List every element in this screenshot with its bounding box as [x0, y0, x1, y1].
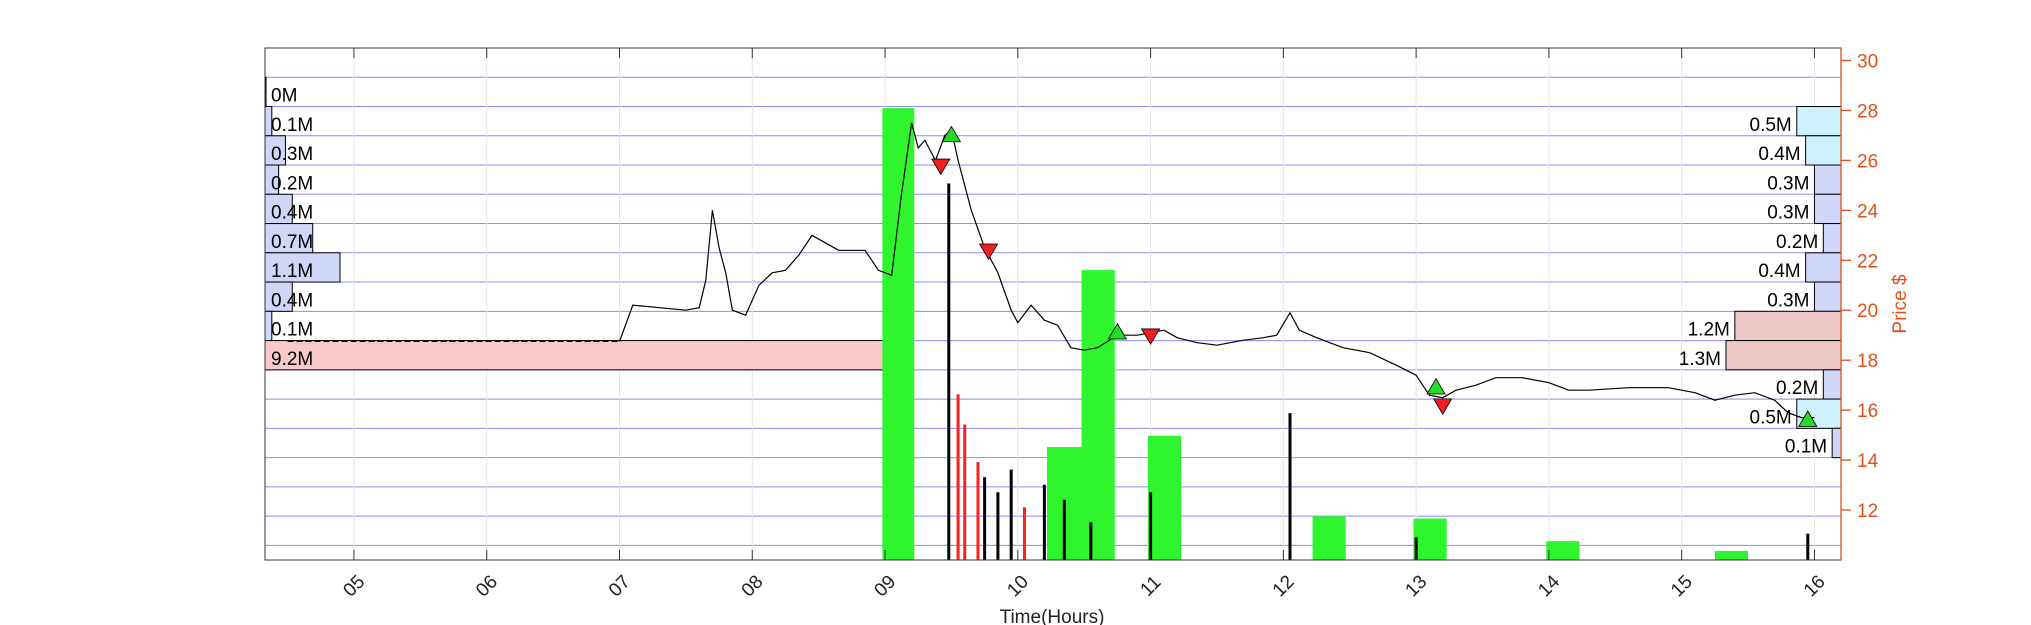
left-profile-label: 0.1M: [271, 115, 313, 136]
right-profile-label: 0.3M: [1767, 290, 1809, 311]
y-tick-label: 26: [1857, 151, 1878, 172]
volume-spike: [976, 462, 980, 560]
price-line-layer: [287, 122, 1815, 419]
buy-marker: [1798, 410, 1818, 427]
x-tick-label: 15: [1667, 571, 1697, 601]
right-profile-bar: [1822, 369, 1842, 400]
sell-marker: [978, 243, 999, 261]
left-profile-label: 0.4M: [271, 290, 313, 311]
right-profile-label: 0.2M: [1776, 378, 1818, 399]
x-tick-label: 11: [1137, 572, 1166, 601]
right-profile-bar: [1796, 106, 1842, 137]
volume-spike: [1009, 469, 1013, 560]
volume-profile-layer: 0M 0.1M 0.3M 0.2M 0.4M 0.7M 1.1M 0.4M 0.1M 9.2M 0.…: [264, 76, 1842, 459]
x-tick-label: 09: [870, 571, 900, 601]
volume-spike: [1042, 484, 1046, 560]
volume-bar: [1714, 550, 1749, 560]
buy-marker: [1426, 377, 1446, 395]
right-profile-label: 0.5M: [1750, 115, 1792, 136]
volume-bar: [1081, 270, 1115, 560]
volume-spike: [1806, 533, 1810, 560]
x-tick-label: 05: [339, 571, 369, 601]
volume-bar: [1546, 541, 1580, 560]
left-profile-label: 9.2M: [271, 349, 313, 370]
left-profile-label: 0.4M: [271, 203, 313, 224]
buy-marker: [941, 125, 962, 143]
volume-bar: [1413, 518, 1447, 560]
y-tick-label: 20: [1857, 301, 1878, 322]
y-tick-label: 24: [1857, 201, 1879, 222]
volume-bars-layer: [882, 108, 1810, 561]
volume-bar: [882, 108, 915, 561]
left-profile-bar: [264, 223, 314, 254]
x-axis-title: Time(Hours): [1000, 607, 1105, 625]
volume-spike: [1062, 499, 1066, 560]
x-tick-label: 16: [1800, 571, 1830, 601]
volume-spike: [996, 492, 1000, 560]
right-profile-label: 0.1M: [1785, 437, 1827, 458]
right-profile-bar: [1734, 310, 1842, 342]
left-profile-label: 0.3M: [271, 144, 313, 165]
x-tick-label: 13: [1402, 571, 1432, 601]
right-profile-bar: [1725, 340, 1842, 371]
x-tick-label: 08: [738, 571, 768, 601]
trade-markers-layer: [931, 125, 1818, 427]
right-profile-label: 0.3M: [1767, 203, 1809, 224]
volume-spike: [1022, 507, 1026, 560]
right-profile-bar: [1813, 164, 1842, 195]
right-profile-label: 1.3M: [1679, 349, 1721, 370]
y-tick-label: 14: [1857, 451, 1879, 472]
right-profile-label: 0.3M: [1767, 173, 1809, 194]
volume-spike: [963, 424, 967, 560]
volume-spike: [1288, 413, 1292, 560]
y-tick-label: 30: [1857, 51, 1878, 72]
right-profile-label: 1.2M: [1688, 320, 1730, 341]
volume-spike: [947, 183, 951, 561]
sell-marker: [1140, 328, 1161, 346]
x-tick-label: 06: [472, 571, 502, 601]
y-tick-label: 12: [1857, 501, 1878, 522]
volume-spike: [956, 394, 960, 560]
y-axis-title: Price $: [1890, 274, 1911, 334]
right-profile-bar: [1831, 427, 1842, 459]
right-profile-bar: [1822, 223, 1842, 254]
y-tick-label: 22: [1857, 251, 1878, 272]
y-tick-label: 18: [1857, 351, 1878, 372]
sell-marker: [931, 158, 951, 176]
sell-marker: [1432, 398, 1453, 415]
right-profile-bar: [1813, 281, 1842, 312]
right-profile-label: 0.4M: [1758, 261, 1800, 282]
volume-bar: [1147, 435, 1182, 560]
x-tick-label: 07: [605, 571, 635, 601]
left-profile-label: 0M: [271, 86, 297, 107]
left-profile-label: 1.1M: [271, 261, 313, 282]
right-profile-bar: [1805, 252, 1842, 283]
volume-spike: [983, 477, 987, 560]
left-profile-label: 0.7M: [271, 232, 313, 253]
right-profile-label: 0.2M: [1776, 232, 1818, 253]
y-tick-label: 28: [1857, 101, 1878, 122]
volume-spike: [1414, 537, 1418, 560]
price-line: [618, 122, 1815, 419]
x-tick-label: 12: [1269, 571, 1299, 601]
left-profile-bar: [264, 281, 293, 312]
left-profile-label: 0.2M: [271, 173, 313, 194]
x-tick-label: 10: [1003, 571, 1033, 601]
x-tick-label: 14: [1534, 571, 1564, 601]
buy-marker: [1107, 322, 1128, 340]
right-profile-label: 0.5M: [1750, 407, 1792, 428]
volume-spike: [1089, 522, 1093, 560]
left-profile-label: 0.1M: [271, 320, 313, 341]
y-tick-label: 16: [1857, 401, 1878, 422]
volume-spike: [1149, 492, 1153, 560]
left-profile-bar: [264, 252, 341, 283]
right-profile-bar: [1813, 193, 1842, 225]
left-profile-bar: [264, 340, 894, 371]
right-profile-label: 0.4M: [1758, 144, 1800, 165]
right-profile-bar: [1805, 135, 1842, 166]
volume-bar: [1312, 516, 1346, 560]
